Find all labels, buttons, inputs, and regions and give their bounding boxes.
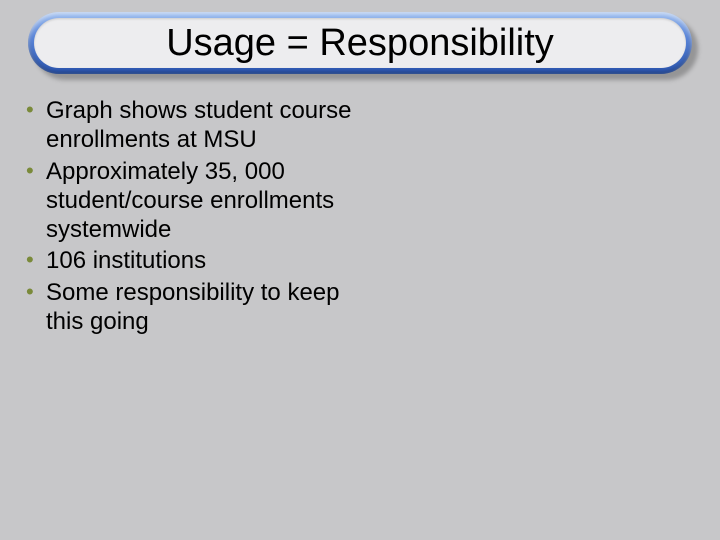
bullet-item: Approximately 35, 000 student/course enr… [20, 157, 380, 245]
bullet-text: 106 institutions [46, 247, 206, 274]
bullet-text: Approximately 35, 000 student/course enr… [46, 158, 334, 244]
title-bar: Usage = Responsibility [28, 12, 692, 74]
bullet-text: Graph shows student course enrollments a… [46, 97, 352, 153]
slide-title: Usage = Responsibility [166, 22, 554, 65]
bullet-text: Some responsibility to keep this going [46, 279, 339, 335]
bullet-item: Some responsibility to keep this going [20, 278, 380, 337]
bullet-item: 106 institutions [20, 246, 380, 275]
slide-body: Graph shows student course enrollments a… [20, 96, 380, 338]
bullet-list: Graph shows student course enrollments a… [20, 96, 380, 336]
title-bar-fill: Usage = Responsibility [34, 18, 686, 68]
bullet-item: Graph shows student course enrollments a… [20, 96, 380, 155]
